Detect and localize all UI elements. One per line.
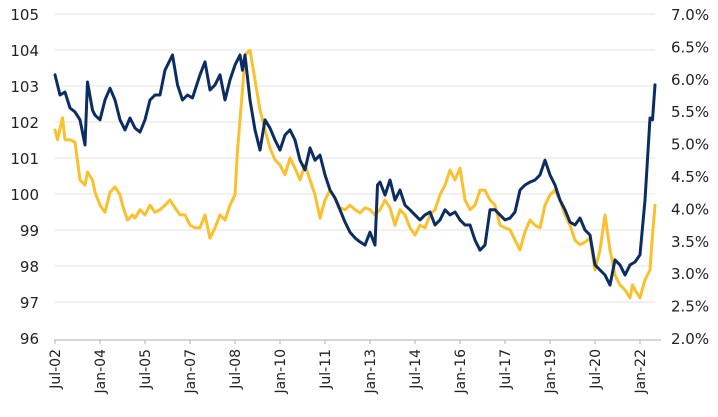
gridlines xyxy=(55,13,655,303)
right-axis-tick-label: 2.0% xyxy=(671,330,709,348)
right-axis-tick-label: 7.0% xyxy=(671,6,709,24)
x-axis-tick-label: Jan-19 xyxy=(543,349,559,394)
right-axis-tick-label: 6.5% xyxy=(671,38,709,56)
left-axis-tick-label: 104 xyxy=(10,42,39,60)
x-axis-tick-label: Jul-20 xyxy=(588,349,604,390)
x-axis-tick-label: Jul-05 xyxy=(138,349,154,390)
left-axis-tick-label: 99 xyxy=(20,222,39,240)
x-axis-tick-label: Jan-13 xyxy=(363,349,379,394)
left-axis-tick-label: 97 xyxy=(20,294,39,312)
right-axis-tick-label: 6.0% xyxy=(671,71,709,89)
series xyxy=(53,48,657,300)
x-axis-tick-label: Jul-17 xyxy=(498,349,514,390)
x-axis-tick-label: Jan-16 xyxy=(453,349,469,395)
right-axis-tick-label: 3.5% xyxy=(671,233,709,251)
left-axis-tick-label: 103 xyxy=(10,78,39,96)
rate-series-line xyxy=(53,48,657,300)
x-axis-tick-label: Jul-02 xyxy=(48,349,64,390)
left-axis-tick-label: 101 xyxy=(10,150,39,168)
x-axis-tick-label: Jan-07 xyxy=(183,349,199,394)
x-axis-tick-label: Jul-11 xyxy=(318,349,334,390)
right-axis-ticks: 2.0% 2.5% 3.0% 3.5% 4.0% 4.5% 5.0% 5.5% 6.0% 6.5%… xyxy=(671,6,709,348)
index-series-line xyxy=(53,53,657,287)
left-axis-ticks: 96 97 98 99 100 101 102 103 104 105 xyxy=(10,6,39,348)
right-axis-tick-label: 5.0% xyxy=(671,136,709,154)
right-axis-tick-label: 3.0% xyxy=(671,265,709,283)
left-axis-tick-label: 98 xyxy=(20,258,39,276)
right-axis-tick-label: 4.5% xyxy=(671,168,709,186)
left-axis-tick-label: 105 xyxy=(10,6,39,24)
x-axis-tick-label: Jul-08 xyxy=(228,349,244,390)
right-axis-tick-label: 5.5% xyxy=(671,103,709,121)
right-axis-tick-label: 4.0% xyxy=(671,200,709,218)
left-axis-tick-label: 100 xyxy=(10,186,39,204)
x-axis-tick-label: Jul-14 xyxy=(408,349,424,390)
left-axis-tick-label: 96 xyxy=(20,330,39,348)
left-axis-tick-label: 102 xyxy=(10,114,39,132)
x-axis: Jul-02 Jan-04 Jul-05 Jan-07 Jul-08 Jan-10 Jul-… xyxy=(48,339,661,395)
x-axis-tick-label: Jan-04 xyxy=(93,349,109,395)
right-axis-tick-label: 2.5% xyxy=(671,298,709,316)
x-axis-tick-label: Jan-22 xyxy=(633,349,649,394)
x-axis-tick-label: Jan-10 xyxy=(273,349,289,394)
